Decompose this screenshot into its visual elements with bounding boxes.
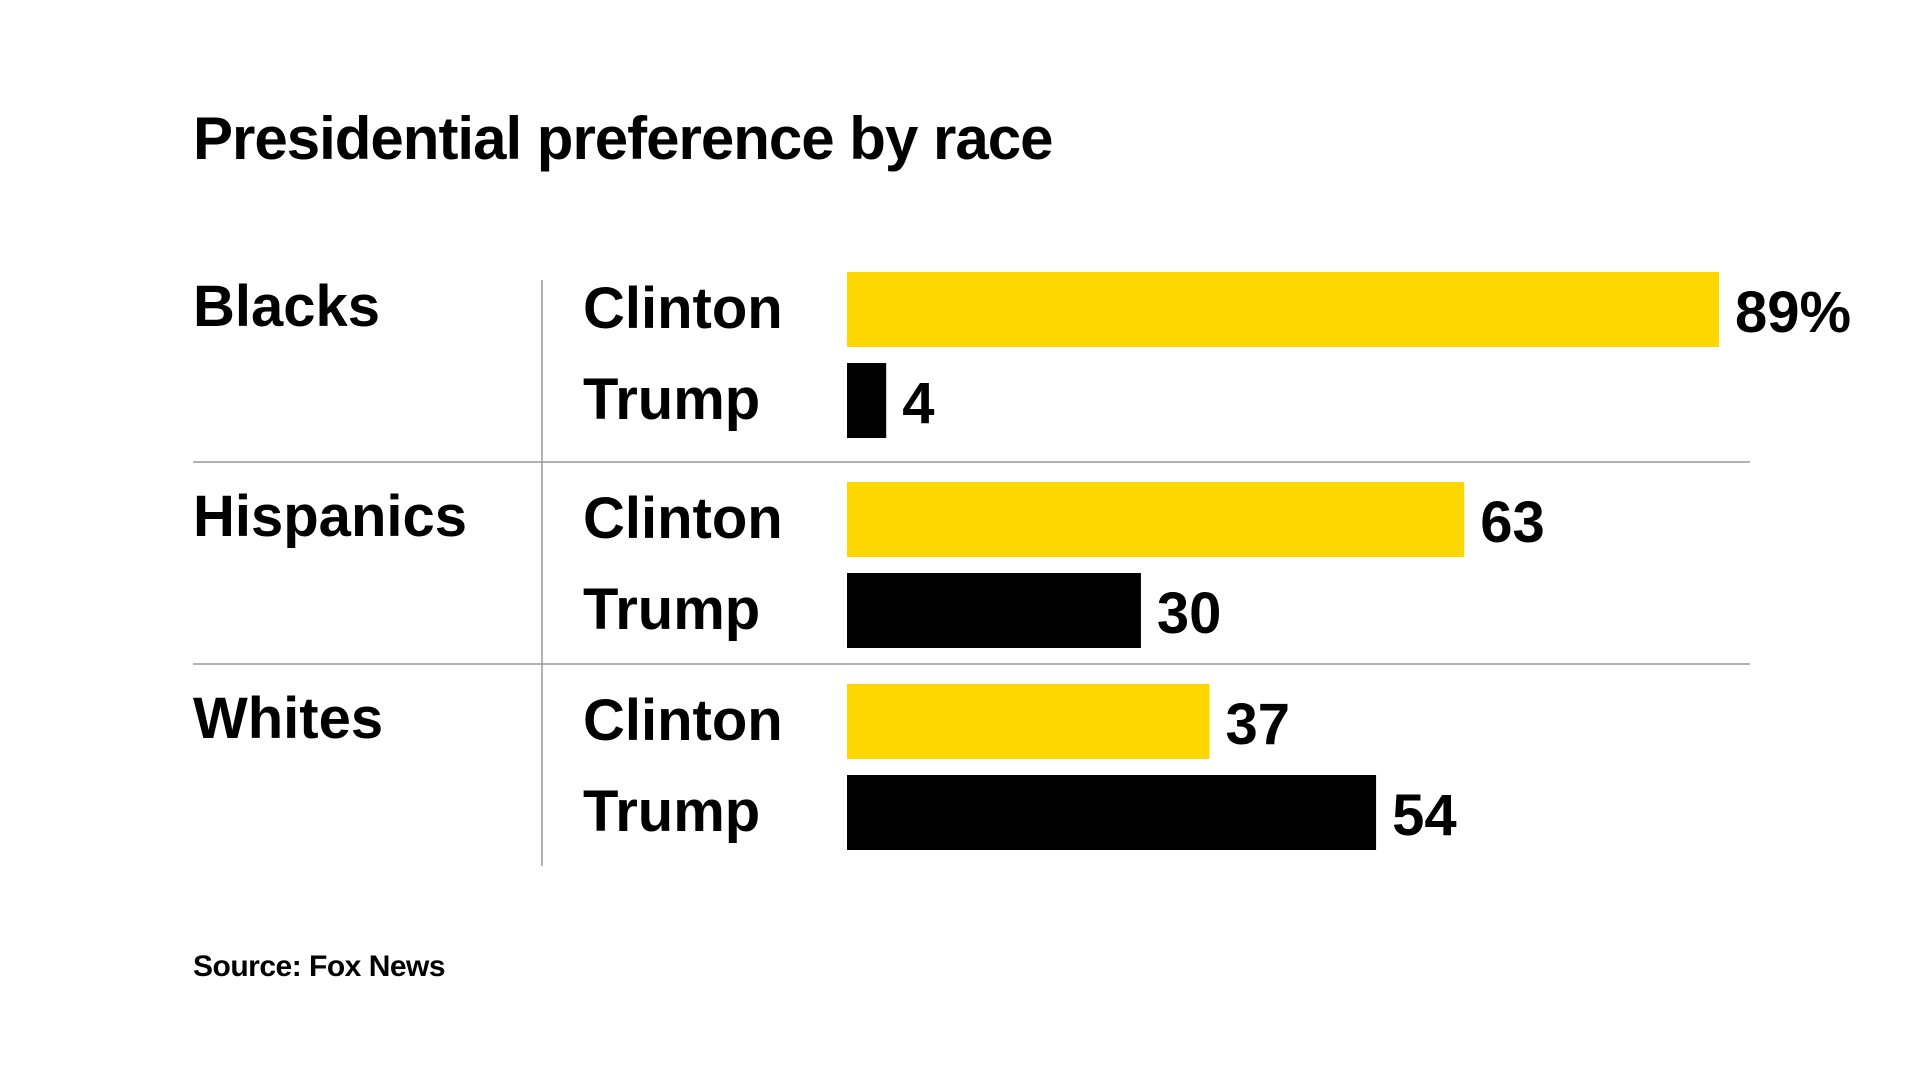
chart-title: Presidential preference by race	[193, 105, 1053, 172]
value-label-hispanics-clinton: 63	[1480, 490, 1545, 555]
bar-hispanics-clinton	[847, 482, 1465, 557]
source-note: Source: Fox News	[193, 950, 446, 983]
candidate-label-clinton: Clinton	[583, 276, 783, 341]
candidate-label-clinton: Clinton	[583, 688, 783, 753]
candidate-label-trump: Trump	[583, 367, 760, 432]
value-label-blacks-trump: 4	[902, 371, 934, 436]
value-label-hispanics-trump: 30	[1157, 581, 1222, 646]
value-label-blacks-clinton: 89%	[1735, 280, 1851, 345]
value-label-whites-trump: 54	[1392, 783, 1457, 848]
candidate-label-trump: Trump	[583, 779, 760, 844]
value-label-whites-clinton: 37	[1226, 692, 1291, 757]
bar-whites-trump	[847, 775, 1377, 850]
bar-blacks-trump	[847, 363, 887, 438]
bar-whites-clinton	[847, 684, 1210, 759]
candidate-label-trump: Trump	[583, 577, 760, 642]
bar-blacks-clinton	[847, 272, 1719, 347]
candidate-label-clinton: Clinton	[583, 486, 783, 551]
group-label-blacks: Blacks	[193, 274, 380, 339]
bar-hispanics-trump	[847, 573, 1141, 648]
group-label-whites: Whites	[193, 686, 383, 751]
group-label-hispanics: Hispanics	[193, 484, 467, 549]
